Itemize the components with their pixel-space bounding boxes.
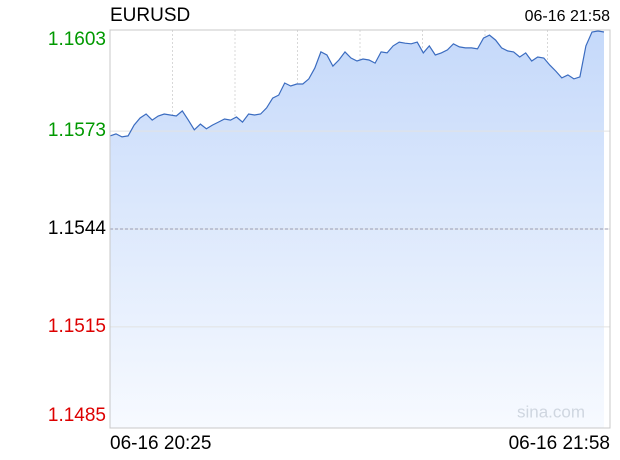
x-tick-label: 06-16 21:58 [509,433,610,454]
plot-frame [109,29,611,429]
y-tick-label: 1.1485 [48,405,106,426]
price-line [109,30,605,138]
y-tick-label: 1.1603 [48,29,106,50]
y-tick-label: 1.1544 [48,218,107,239]
x-tick-label: 06-16 20:25 [110,433,211,454]
chart-title: EURUSD [110,5,190,26]
time-label: 06-16 21:58 [525,8,611,25]
y-tick-label: 1.1573 [48,120,106,141]
y-tick-label: 1.1515 [48,316,106,337]
watermark: sina.com [517,402,585,421]
